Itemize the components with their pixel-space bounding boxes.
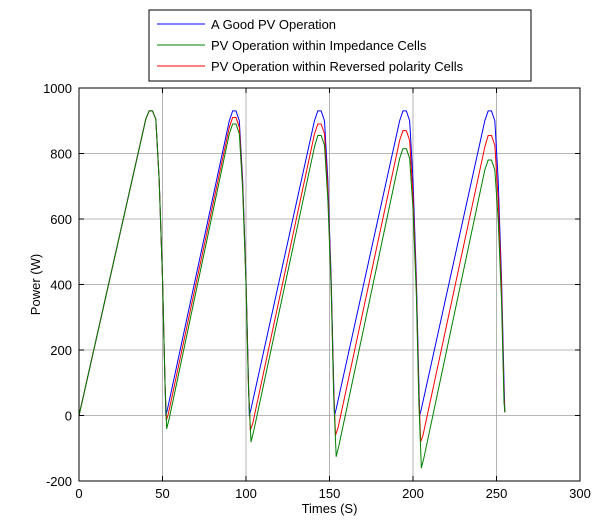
- y-tick-label: 0: [65, 409, 72, 424]
- x-tick-label: 250: [486, 486, 508, 501]
- y-tick-label: 200: [50, 343, 72, 358]
- x-tick-label: 100: [235, 486, 257, 501]
- legend-box: [148, 9, 532, 82]
- legend-label-good: A Good PV Operation: [211, 17, 336, 32]
- y-tick-label: 600: [50, 212, 72, 227]
- x-tick-label: 200: [402, 486, 424, 501]
- x-tick-label: 300: [569, 486, 591, 501]
- y-tick-label: 1000: [43, 81, 72, 96]
- y-axis-label: Power (W): [28, 254, 43, 315]
- x-tick-label: 50: [155, 486, 169, 501]
- legend-label-reversed: PV Operation within Reversed polarity Ce…: [211, 59, 464, 74]
- x-axis-label: Times (S): [302, 501, 358, 516]
- y-tick-label: 400: [50, 278, 72, 293]
- y-tick-label: -200: [46, 474, 72, 489]
- x-tick-label: 150: [319, 486, 341, 501]
- series-line-impedance: [78, 110, 506, 469]
- legend: A Good PV Operation PV Operation within …: [148, 9, 532, 82]
- plot-series: [78, 110, 506, 469]
- y-tick-label: 800: [50, 147, 72, 162]
- legend-label-impedance: PV Operation within Impedance Cells: [211, 38, 427, 53]
- x-tick-label: 0: [75, 486, 82, 501]
